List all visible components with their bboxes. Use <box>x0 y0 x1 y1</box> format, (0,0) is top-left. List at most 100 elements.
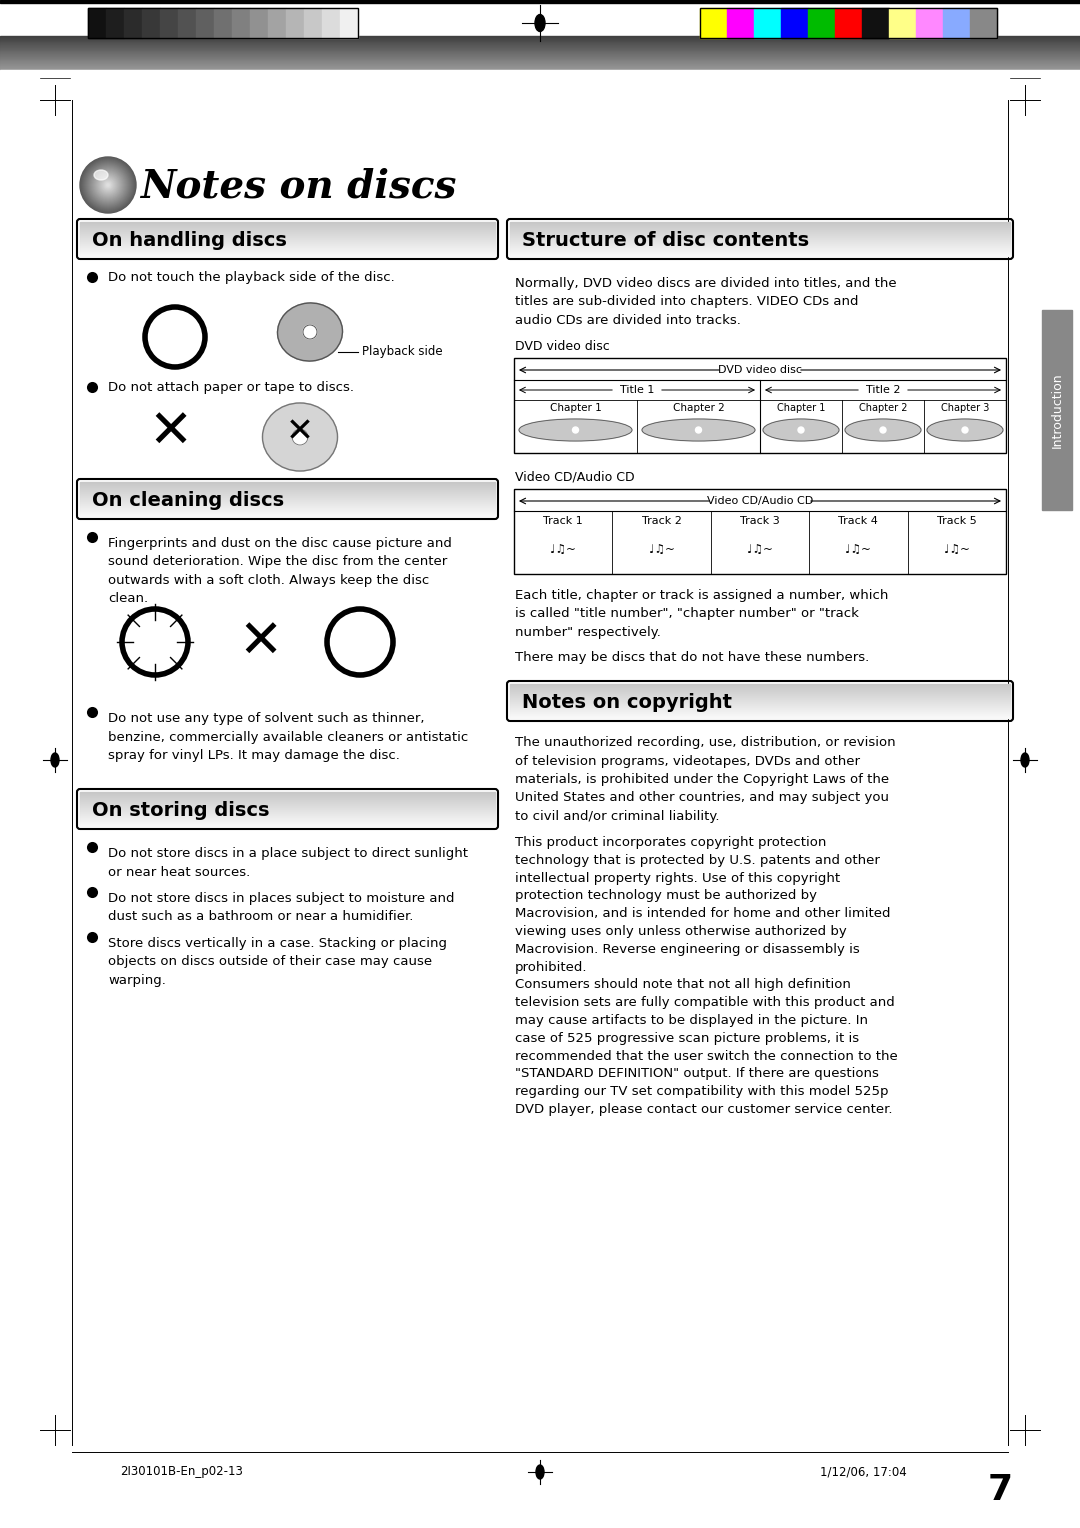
Bar <box>0 79 1080 81</box>
Bar <box>0 90 1080 92</box>
Bar <box>0 57 1080 58</box>
Bar <box>0 93 1080 96</box>
Bar <box>0 41 1080 43</box>
Bar <box>214 8 232 38</box>
Ellipse shape <box>1021 753 1029 767</box>
Circle shape <box>104 180 112 189</box>
Bar <box>0 92 1080 93</box>
Circle shape <box>85 162 131 208</box>
Bar <box>0 46 1080 47</box>
Bar <box>700 8 727 38</box>
Circle shape <box>93 170 123 200</box>
Bar <box>0 43 1080 46</box>
Bar <box>0 64 1080 67</box>
Circle shape <box>96 173 120 197</box>
Text: DVD video disc: DVD video disc <box>718 365 802 374</box>
Text: Title 2: Title 2 <box>866 385 901 396</box>
Bar <box>781 8 808 38</box>
Bar <box>0 37 1080 38</box>
Bar <box>0 41 1080 43</box>
Bar <box>808 8 835 38</box>
Circle shape <box>86 163 130 206</box>
Bar <box>0 96 1080 98</box>
Bar <box>0 78 1080 81</box>
Bar <box>0 86 1080 87</box>
Bar <box>0 67 1080 69</box>
Bar <box>0 84 1080 86</box>
Bar <box>0 92 1080 93</box>
Bar <box>0 0 1080 3</box>
Text: Video CD/Audio CD: Video CD/Audio CD <box>707 497 813 506</box>
Bar <box>0 107 1080 108</box>
Circle shape <box>80 157 136 212</box>
Ellipse shape <box>519 419 632 442</box>
Bar <box>106 8 124 38</box>
Ellipse shape <box>51 753 59 767</box>
Text: There may be discs that do not have these numbers.: There may be discs that do not have thes… <box>515 651 869 665</box>
Text: ♩♫~: ♩♫~ <box>846 542 872 556</box>
Bar <box>0 79 1080 83</box>
Text: Store discs vertically in a case. Stacking or placing
objects on discs outside o: Store discs vertically in a case. Stacki… <box>108 937 447 987</box>
Bar <box>87 8 106 38</box>
Bar <box>0 73 1080 76</box>
Circle shape <box>102 179 114 191</box>
Bar <box>0 43 1080 44</box>
Bar <box>0 53 1080 55</box>
Circle shape <box>880 426 886 432</box>
Bar <box>0 63 1080 66</box>
Text: ♩♫~: ♩♫~ <box>944 542 970 556</box>
Circle shape <box>303 325 318 339</box>
Circle shape <box>92 170 124 202</box>
Circle shape <box>106 183 110 186</box>
Text: Chapter 1: Chapter 1 <box>550 403 602 413</box>
Text: DVD video disc: DVD video disc <box>515 341 610 353</box>
Bar <box>0 37 1080 38</box>
Bar <box>0 47 1080 49</box>
Bar <box>249 8 268 38</box>
Bar <box>0 58 1080 60</box>
Bar <box>835 8 862 38</box>
Bar <box>0 102 1080 104</box>
Bar <box>0 64 1080 66</box>
Bar <box>0 57 1080 58</box>
Bar <box>514 489 1005 575</box>
Ellipse shape <box>535 14 545 32</box>
Text: Chapter 3: Chapter 3 <box>941 403 989 413</box>
Bar <box>0 72 1080 73</box>
Bar <box>0 70 1080 110</box>
Bar <box>889 8 916 38</box>
Text: ✕: ✕ <box>148 406 192 458</box>
Text: Notes on discs: Notes on discs <box>140 167 457 205</box>
Bar <box>0 53 1080 57</box>
Ellipse shape <box>762 419 839 442</box>
Circle shape <box>82 159 134 211</box>
Text: ♩♫~: ♩♫~ <box>649 542 675 556</box>
Bar <box>0 93 1080 95</box>
Circle shape <box>572 426 579 432</box>
Bar <box>0 104 1080 107</box>
Circle shape <box>90 167 126 203</box>
Bar <box>0 67 1080 69</box>
Bar <box>0 69 1080 70</box>
Bar <box>340 8 357 38</box>
Bar <box>0 46 1080 47</box>
Bar <box>700 8 997 38</box>
Text: ✕: ✕ <box>286 416 314 449</box>
Bar <box>0 87 1080 89</box>
Text: Do not attach paper or tape to discs.: Do not attach paper or tape to discs. <box>108 380 354 394</box>
Bar <box>916 8 943 38</box>
Bar <box>0 72 1080 73</box>
Bar <box>0 102 1080 104</box>
Text: Introduction: Introduction <box>1051 373 1064 448</box>
Text: Do not store discs in places subject to moisture and
dust such as a bathroom or : Do not store discs in places subject to … <box>108 892 455 923</box>
Bar <box>303 8 322 38</box>
Bar <box>0 61 1080 63</box>
Bar <box>0 47 1080 50</box>
Bar <box>0 73 1080 75</box>
Bar <box>0 78 1080 79</box>
Circle shape <box>91 168 125 202</box>
Ellipse shape <box>536 1465 544 1479</box>
Circle shape <box>103 180 113 189</box>
Bar <box>0 49 1080 52</box>
Text: Do not use any type of solvent such as thinner,
benzine, commercially available : Do not use any type of solvent such as t… <box>108 712 469 762</box>
